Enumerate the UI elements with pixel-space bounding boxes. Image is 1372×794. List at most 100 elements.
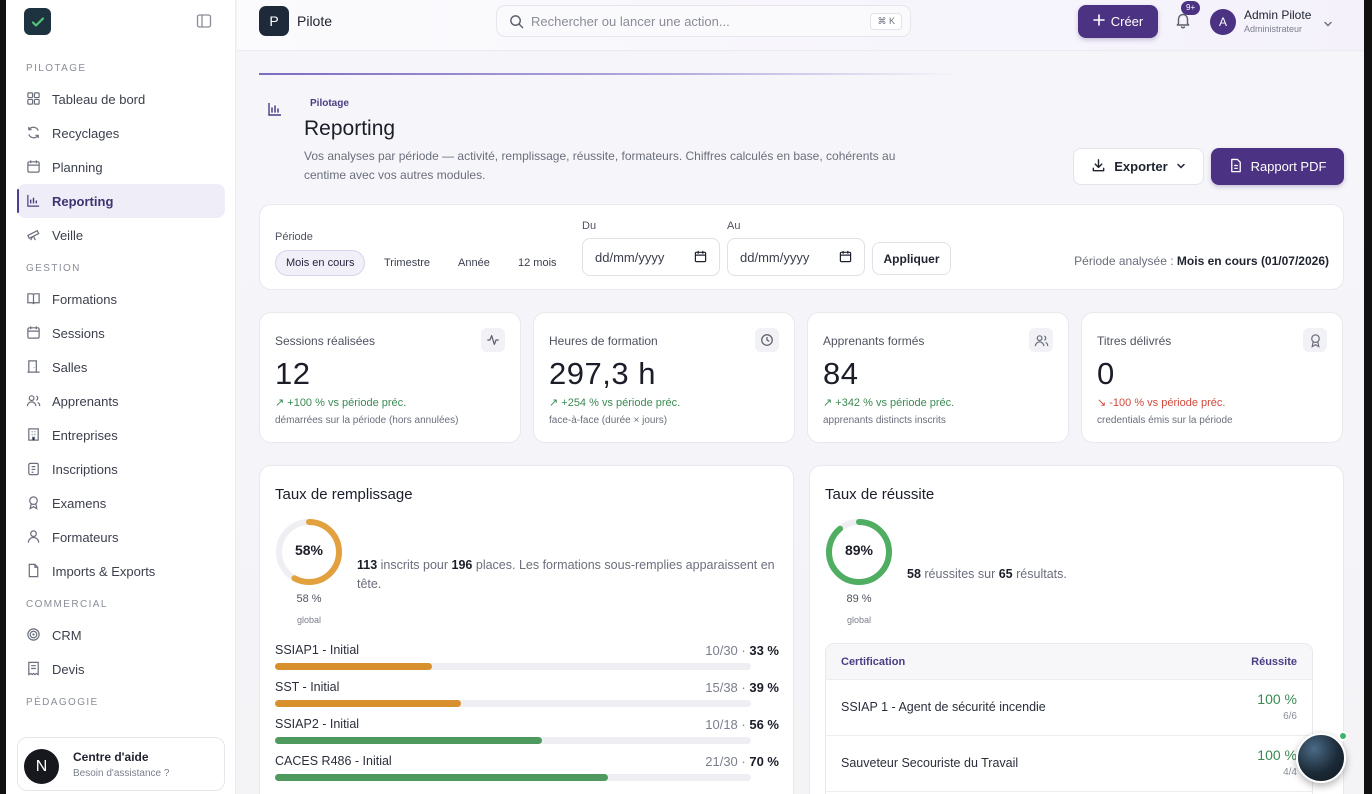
pdf-report-button[interactable]: Rapport PDF	[1211, 148, 1344, 185]
fill-text-1: inscrits pour	[380, 558, 449, 572]
plus-icon	[1092, 14, 1105, 29]
kpi-subtitle: démarrées sur la période (hors annulées)	[275, 415, 459, 426]
sidebar-item-recyclages[interactable]: Recyclages	[6, 116, 236, 150]
kpi-delta: ↘ -100 % vs période préc.	[1097, 397, 1226, 409]
sidebar-item-salles[interactable]: Salles	[6, 350, 236, 384]
sidebar-item-crm[interactable]: CRM	[6, 618, 236, 652]
table-row[interactable]: SSIAP 1 - Agent de sécurité incendie 100…	[826, 680, 1312, 736]
sidebar-item-examens[interactable]: Examens	[6, 486, 236, 520]
certification-name: Sauveteur Secouriste du Travail	[841, 756, 1019, 770]
segment-12-months[interactable]: 12 mois	[518, 257, 557, 269]
nav-section-title: PILOTAGE	[26, 63, 87, 74]
training-name: SSIAP2 - Initial	[275, 717, 360, 731]
page-description: Vos analyses par période — activité, rem…	[304, 149, 896, 182]
fill-rate-row[interactable]: CACES R486 - Initial 21/30 · 70 %	[275, 754, 779, 788]
fill-ratio: 21/30	[705, 754, 738, 769]
app-logo[interactable]	[24, 8, 51, 35]
sidebar-item-inscriptions[interactable]: Inscriptions	[6, 452, 236, 486]
avatar: A	[1210, 9, 1236, 35]
kpi-subtitle: apprenants distincts inscrits	[823, 415, 946, 426]
analyzed-period-value: Mois en cours (01/07/2026)	[1176, 254, 1329, 268]
sidebar-collapse-icon[interactable]	[196, 13, 212, 29]
success-rate-panel: Taux de réussite 89% 89 % global 58 réus…	[809, 465, 1344, 794]
kpi-value: 0	[1097, 356, 1115, 391]
segment-current-month[interactable]: Mois en cours	[275, 250, 366, 276]
segment-year[interactable]: Année	[458, 257, 490, 269]
date-to-value: dd/mm/yyyy	[740, 250, 810, 265]
sidebar-item-tableau-de-bord[interactable]: Tableau de bord	[6, 82, 236, 116]
sidebar-item-reporting[interactable]: Reporting	[17, 184, 225, 218]
search-placeholder: Rechercher ou lancer une action...	[531, 14, 730, 29]
fill-rate-row[interactable]: SSIAP1 - Initial 10/30 · 33 %	[275, 643, 779, 677]
calendar-icon[interactable]	[839, 250, 852, 266]
award-icon	[26, 495, 42, 511]
training-name: CACES R486 - Initial	[275, 754, 392, 768]
fill-track	[275, 663, 751, 670]
date-to-input[interactable]: dd/mm/yyyy	[727, 238, 865, 276]
loading-bar	[259, 73, 959, 75]
sidebar-item-sessions[interactable]: Sessions	[6, 316, 236, 350]
fill-value: 10/30 · 33 %	[705, 643, 779, 658]
fill-text-2: places. Les formations sous-remplies app…	[357, 558, 775, 591]
success-fraction: 4/4	[1283, 767, 1297, 778]
sidebar-item-veille[interactable]: Veille	[6, 218, 236, 252]
breadcrumb[interactable]: Pilotage	[310, 98, 349, 109]
date-from-input[interactable]: dd/mm/yyyy	[582, 238, 720, 276]
column-certification[interactable]: Certification	[841, 656, 906, 668]
notification-badge: 9+	[1181, 1, 1201, 15]
calendar-icon[interactable]	[694, 250, 707, 266]
apply-button[interactable]: Appliquer	[872, 242, 951, 275]
kpi-card: Sessions réalisées 12 ↗ +100 % vs périod…	[259, 312, 521, 443]
online-status-dot	[1338, 731, 1348, 741]
user-name: Admin Pilote	[1244, 8, 1312, 22]
user-icon	[26, 529, 42, 545]
fill-rate-global: global	[296, 615, 322, 625]
search-input[interactable]: Rechercher ou lancer une action... ⌘ K	[496, 5, 911, 37]
bell-icon[interactable]	[1174, 11, 1192, 34]
sidebar-item-label: CRM	[52, 627, 82, 643]
document-icon	[1229, 158, 1243, 176]
success-rate-caption: 89 %	[846, 593, 872, 605]
sidebar-item-imports-exports[interactable]: Imports & Exports	[6, 554, 236, 588]
table-row[interactable]: Sauveteur Secouriste du Travail 100 % 4/…	[826, 736, 1312, 792]
kpi-card: Titres délivrés 0 ↘ -100 % vs période pr…	[1081, 312, 1343, 443]
column-success[interactable]: Réussite	[1251, 656, 1297, 668]
kpi-value: 12	[275, 356, 311, 391]
enrolled-count: 113	[357, 558, 378, 572]
sidebar-nav: PILOTAGE Tableau de bord Recyclages Plannin…	[6, 56, 236, 716]
success-rate-donut	[826, 519, 892, 585]
workspace-name[interactable]: Pilote	[297, 13, 333, 29]
fill-percent: 33 %	[749, 643, 779, 658]
sidebar-item-planning[interactable]: Planning	[6, 150, 236, 184]
sidebar-item-formateurs[interactable]: Formateurs	[6, 520, 236, 554]
sidebar-item-devis[interactable]: Devis	[6, 652, 236, 686]
chevron-down-icon	[1176, 159, 1186, 174]
fill-rate-row[interactable]: SST - Initial 15/38 · 39 %	[275, 680, 779, 714]
search-icon	[509, 14, 524, 34]
kpi-label: Sessions réalisées	[275, 334, 376, 348]
analyzed-period-prefix: Période analysée :	[1074, 254, 1174, 268]
kpi-card: Heures de formation 297,3 h ↗ +254 % vs …	[533, 312, 795, 443]
kpi-label: Heures de formation	[549, 334, 658, 348]
segment-quarter[interactable]: Trimestre	[384, 257, 431, 269]
assistant-button[interactable]	[1296, 733, 1346, 783]
sidebar-item-label: Entreprises	[52, 427, 118, 443]
success-percent: 100 %	[1257, 691, 1297, 707]
door-icon	[26, 359, 42, 375]
kpi-label: Apprenants formés	[823, 334, 925, 348]
user-menu[interactable]: A Admin Pilote Administrateur	[1205, 3, 1345, 41]
sidebar-item-formations[interactable]: Formations	[6, 282, 236, 316]
export-button[interactable]: Exporter	[1073, 148, 1204, 185]
success-rate-global: global	[846, 615, 872, 625]
workspace-badge[interactable]: P	[259, 6, 289, 36]
fill-percent: 56 %	[749, 717, 779, 732]
fill-bar	[275, 700, 461, 707]
help-center[interactable]: N Centre d'aide Besoin d'assistance ?	[17, 737, 225, 791]
sidebar-item-entreprises[interactable]: Entreprises	[6, 418, 236, 452]
create-button[interactable]: Créer	[1078, 5, 1158, 38]
fill-rate-row[interactable]: SSIAP2 - Initial 10/18 · 56 %	[275, 717, 779, 751]
fill-track	[275, 700, 751, 707]
clock-icon	[755, 328, 779, 352]
sidebar-item-apprenants[interactable]: Apprenants	[6, 384, 236, 418]
clipboard-icon	[26, 461, 42, 477]
